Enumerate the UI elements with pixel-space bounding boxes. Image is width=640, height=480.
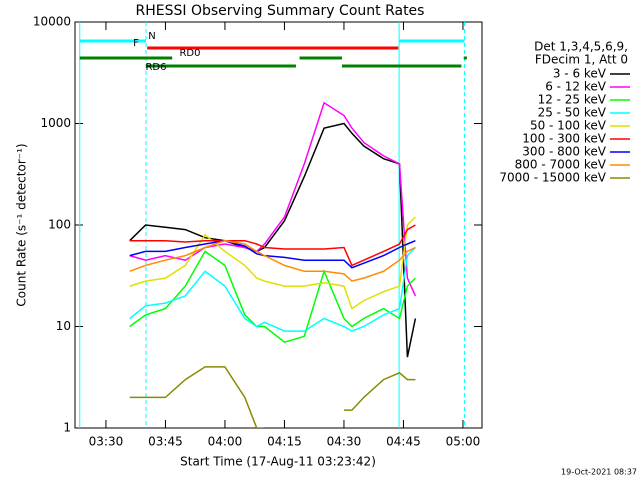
legend-label: 7000 - 15000 keV bbox=[499, 171, 606, 185]
legend-label: 25 - 50 keV bbox=[538, 106, 607, 120]
series-line bbox=[129, 246, 416, 332]
legend-label: 800 - 7000 keV bbox=[515, 158, 607, 172]
legend-label: 50 - 100 keV bbox=[530, 119, 607, 133]
y-tick-label: 10000 bbox=[33, 15, 71, 29]
interval-label: F bbox=[133, 38, 139, 49]
x-tick-label: 04:00 bbox=[208, 435, 243, 449]
interval-label: RD6 bbox=[145, 62, 166, 73]
series-line bbox=[129, 101, 417, 297]
series-line bbox=[129, 239, 416, 282]
series-line bbox=[129, 122, 417, 358]
y-axis-label: Count Rate (s⁻¹ detector⁻¹) bbox=[15, 143, 29, 306]
legend-label: 12 - 25 keV bbox=[538, 93, 607, 107]
y-tick-label: 1000 bbox=[40, 116, 71, 130]
legend-label: 3 - 6 keV bbox=[553, 67, 607, 81]
x-tick-label: 03:45 bbox=[148, 435, 183, 449]
legend-header: FDecim 1, Att 0 bbox=[535, 53, 628, 67]
series-line bbox=[129, 366, 416, 428]
series-line bbox=[129, 216, 416, 310]
y-tick-label: 1 bbox=[63, 421, 71, 435]
y-tick-label: 10 bbox=[56, 319, 71, 333]
chart-title: RHESSI Observing Summary Count Rates bbox=[136, 3, 425, 19]
x-tick-label: 03:30 bbox=[89, 435, 124, 449]
interval-label: RD0 bbox=[179, 48, 200, 59]
x-axis-label: Start Time (17-Aug-11 03:23:42) bbox=[180, 455, 376, 469]
x-tick-label: 04:15 bbox=[267, 435, 302, 449]
x-tick-label: 05:00 bbox=[446, 435, 481, 449]
x-tick-label: 04:45 bbox=[386, 435, 421, 449]
legend-label: 100 - 300 keV bbox=[522, 132, 606, 146]
series-line bbox=[129, 250, 416, 344]
y-tick-label: 100 bbox=[48, 218, 71, 232]
x-tick-label: 04:30 bbox=[327, 435, 362, 449]
legend-label: 6 - 12 keV bbox=[545, 80, 607, 94]
interval-label: N bbox=[148, 31, 155, 42]
legend-label: 300 - 800 keV bbox=[522, 145, 606, 159]
series-line bbox=[129, 239, 416, 269]
series-line bbox=[129, 224, 416, 267]
timestamp: 19-Oct-2021 08:37 bbox=[561, 468, 637, 477]
legend-header: Det 1,3,4,5,6,9, bbox=[534, 40, 628, 54]
